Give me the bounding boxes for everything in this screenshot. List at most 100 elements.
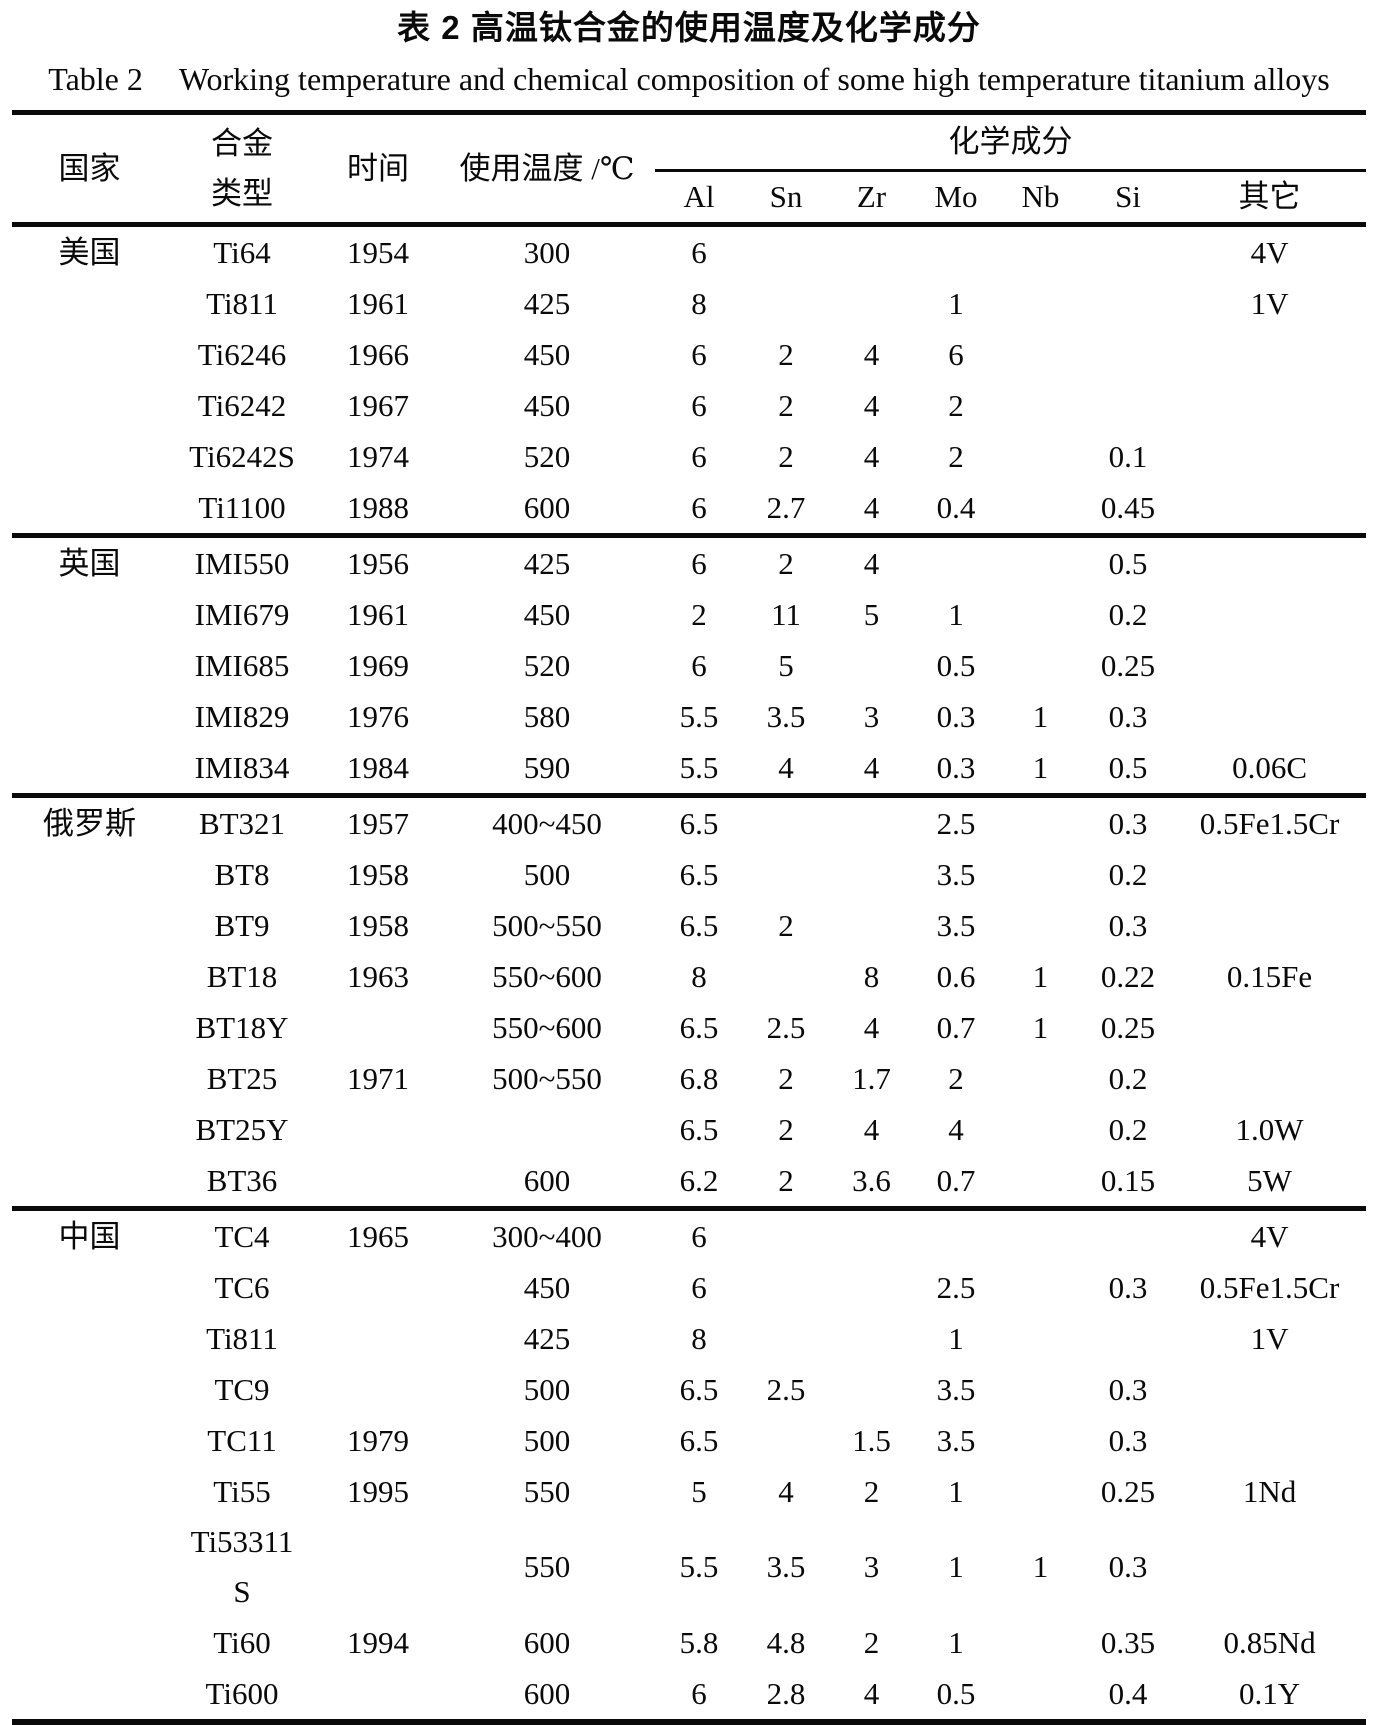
- cell-mo: 3.5: [936, 1371, 976, 1407]
- cell-si: 0.4: [1108, 1675, 1148, 1711]
- cell-alloy: IMI834: [194, 749, 290, 785]
- cell-sn: 2: [778, 1111, 794, 1147]
- cell-other: 1Nd: [1242, 1473, 1297, 1509]
- cell-nb: [998, 278, 1083, 329]
- cell-mo: 1: [948, 1549, 964, 1584]
- cell-al: 5.8: [679, 1624, 719, 1660]
- cell-alloy: TC4: [167, 1206, 317, 1262]
- cell-mo: 1: [948, 285, 964, 321]
- cell-year: 1969: [347, 647, 409, 683]
- cell-alloy: BT9: [214, 907, 270, 943]
- cell-temp: 520: [523, 438, 571, 474]
- cell-nb: [998, 1262, 1083, 1313]
- cell-other: [1173, 589, 1366, 640]
- cell-zr: 4: [863, 387, 880, 423]
- table-row: BT18 1963 550~600 8 8 0.6 1 0.22 0.15Fe: [12, 951, 1366, 1002]
- cell-al: 6: [691, 438, 707, 474]
- cell-country: 俄罗斯: [12, 793, 167, 849]
- cell-nb: 1: [1032, 1009, 1049, 1045]
- cell-mo: [914, 222, 998, 278]
- table-row: TC11 1979 500 6.5 1.5 3.5 0.3: [12, 1415, 1366, 1466]
- table-row: Ti811 1961 425 8 1 1V: [12, 278, 1366, 329]
- cell-mo: 3.5: [936, 856, 976, 892]
- cell-si: [1083, 1206, 1173, 1262]
- cell-nb: [998, 1313, 1083, 1364]
- cell-year: 1958: [347, 856, 409, 892]
- table-row: IMI834 1984 590 5.5 4 4 0.3 1 0.5 0.06C: [12, 742, 1366, 796]
- header-element-nb: Nb: [998, 170, 1083, 227]
- cell-alloy: Ti811: [206, 1320, 278, 1356]
- cell-temp: 500~550: [492, 907, 602, 943]
- header-chemical-composition: 化学成分: [655, 112, 1367, 172]
- cell-temp: 450: [523, 387, 571, 423]
- cell-country: [12, 1617, 167, 1668]
- cell-sn: 3.5: [766, 1549, 806, 1584]
- cell-al: 8: [691, 958, 707, 994]
- table-row: BT9 1958 500~550 6.5 2 3.5 0.3: [12, 900, 1366, 951]
- cell-si: 0.2: [1108, 1060, 1148, 1096]
- table-row: 中国 TC4 1965 300~400 6 4V: [12, 1206, 1367, 1262]
- cell-country: 美国: [12, 222, 167, 278]
- cell-alloy: Ti6242: [197, 387, 287, 423]
- cell-nb: [998, 1466, 1083, 1517]
- cell-country: [12, 278, 167, 329]
- cell-other: 4V: [1173, 222, 1367, 278]
- cell-other: 0.85Nd: [1223, 1624, 1316, 1660]
- table-row: Ti55 1995 550 5 4 2 1 0.25 1Nd: [12, 1466, 1366, 1517]
- cell-temp: 550: [523, 1549, 571, 1584]
- cell-alloy: BT36: [206, 1162, 278, 1198]
- cell-si: 0.22: [1100, 958, 1156, 994]
- cell-nb: [998, 1415, 1083, 1466]
- cell-other: 0.1Y: [1238, 1675, 1301, 1711]
- cell-si: 0.5: [1108, 749, 1148, 785]
- cell-nb: [998, 1206, 1083, 1262]
- cell-other: [1173, 640, 1366, 691]
- cell-nb: 1: [1032, 1549, 1049, 1584]
- cell-al: 6: [655, 1206, 743, 1262]
- cell-sn: 2: [778, 387, 794, 423]
- cell-nb: [998, 1617, 1083, 1668]
- cell-mo: 6: [948, 336, 964, 372]
- cell-zr: 8: [863, 958, 880, 994]
- cell-nb: [998, 431, 1083, 482]
- cell-country: [12, 1466, 167, 1517]
- cell-alloy: IMI679: [194, 596, 290, 632]
- table-row: 英国 IMI550 1956 425 6 2 4 0.5: [12, 533, 1367, 589]
- cell-nb: [998, 482, 1083, 536]
- cell-sn: [743, 1206, 829, 1262]
- cell-al: 6: [691, 647, 707, 683]
- cell-nb: [998, 900, 1083, 951]
- cell-year: 1979: [347, 1422, 409, 1458]
- header-elements-row: Al Sn Zr Mo Nb Si 其它: [12, 170, 1367, 227]
- cell-al: 5.5: [679, 698, 719, 734]
- cell-zr: 1.7: [852, 1060, 891, 1096]
- cell-zr: [829, 222, 914, 278]
- cell-sn: 2: [778, 336, 794, 372]
- cell-year: 1958: [347, 907, 409, 943]
- cell-year: [317, 1313, 439, 1364]
- cell-mo: 3.5: [936, 907, 976, 943]
- cell-temp: 520: [523, 647, 571, 683]
- cell-year: [317, 1155, 439, 1209]
- cell-al: 6: [691, 489, 707, 525]
- table-row: BT25 1971 500~550 6.8 2 1.7 2 0.2: [12, 1053, 1366, 1104]
- cell-other: [1173, 1002, 1366, 1053]
- cell-al: 8: [691, 1320, 707, 1356]
- cell-nb: [998, 380, 1083, 431]
- table-title-zh: 表 2 高温钛合金的使用温度及化学成分: [397, 9, 981, 46]
- cell-temp: 425: [523, 285, 571, 321]
- table-row: TC6 450 6 2.5 0.3 0.5Fe1.5Cr: [12, 1262, 1366, 1313]
- cell-temp: 300: [439, 222, 655, 278]
- cell-al: 8: [691, 285, 707, 321]
- cell-sn: 3.5: [766, 698, 806, 734]
- cell-al: 6: [691, 1675, 707, 1711]
- cell-si: 0.3: [1108, 698, 1148, 734]
- cell-year: 1957: [317, 793, 439, 849]
- cell-country: [12, 951, 167, 1002]
- header-element-sn: Sn: [743, 170, 829, 227]
- table-title-en: Table 2 Working temperature and chemical …: [0, 60, 1378, 98]
- cell-si: 0.3: [1108, 1269, 1148, 1305]
- cell-alloy: BT25Y: [195, 1111, 289, 1147]
- cell-alloy: TC9: [214, 1371, 270, 1407]
- cell-sn: 2: [778, 438, 794, 474]
